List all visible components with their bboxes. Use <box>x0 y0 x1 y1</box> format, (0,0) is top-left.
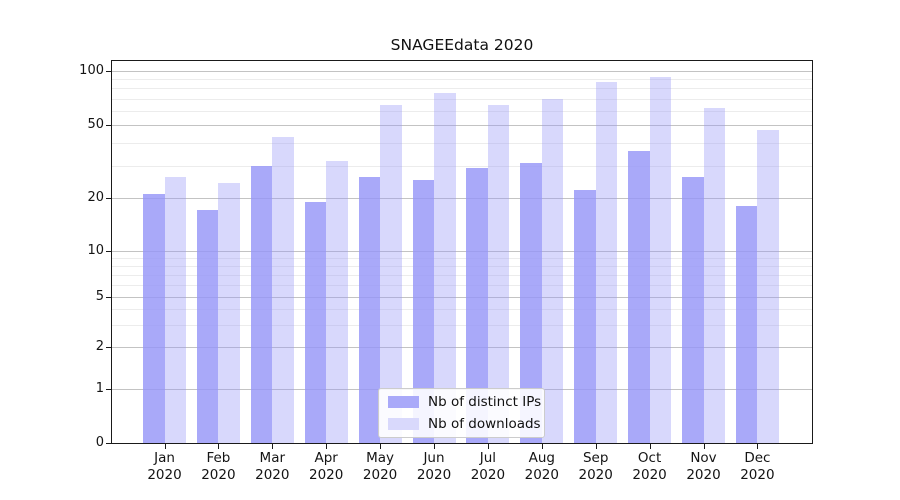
chart-title: SNAGEEdata 2020 <box>390 36 534 54</box>
x-tick-mark <box>487 444 489 449</box>
x-tick-label: Aug 2020 <box>524 450 559 483</box>
plot-area <box>111 60 813 444</box>
y-tick-label: 2 <box>95 339 104 354</box>
gridline-minor <box>112 98 812 100</box>
gridline-major <box>112 251 812 252</box>
y-tick-mark <box>106 443 112 444</box>
bar-downloads <box>164 177 186 443</box>
x-tick-label: Dec 2020 <box>740 450 775 483</box>
gridline-minor <box>112 324 812 326</box>
x-tick-mark <box>326 444 328 449</box>
legend-entry-distinct-ips: Nb of distinct IPs <box>388 393 541 412</box>
y-tick-mark <box>106 347 112 348</box>
x-tick-mark <box>434 444 435 449</box>
legend-swatch-distinct-ips <box>388 396 419 409</box>
x-tick-mark <box>703 444 705 449</box>
bar-distinct-ips <box>682 177 704 443</box>
x-tick-mark <box>649 444 651 449</box>
x-tick-label: Oct 2020 <box>632 450 667 483</box>
x-tick-mark <box>272 444 274 449</box>
gridline-minor <box>112 284 812 286</box>
bar-distinct-ips <box>304 201 327 443</box>
x-tick-mark <box>218 444 220 449</box>
bar-distinct-ips <box>412 180 434 443</box>
bar-distinct-ips <box>520 163 542 443</box>
bar-distinct-ips <box>735 206 758 443</box>
bar-distinct-ips <box>466 168 488 443</box>
bar-downloads <box>326 160 348 443</box>
bar-downloads <box>757 129 779 443</box>
y-tick-mark <box>106 389 112 390</box>
gridline-minor <box>112 110 812 112</box>
bar-distinct-ips <box>196 210 219 443</box>
bar-downloads <box>703 108 725 443</box>
x-tick-mark <box>541 444 543 449</box>
y-tick-label: 100 <box>79 63 104 78</box>
bar-downloads <box>272 137 294 443</box>
gridline-minor <box>112 274 812 276</box>
y-tick-label: 20 <box>87 190 104 205</box>
x-tick-label: May 2020 <box>362 450 398 483</box>
bar-distinct-ips <box>628 151 650 443</box>
bar-downloads <box>380 104 402 443</box>
x-tick-label: Mar 2020 <box>255 450 290 483</box>
gridline-minor <box>112 165 812 167</box>
gridline-minor <box>112 257 812 259</box>
gridline-minor <box>112 265 812 267</box>
x-tick-mark <box>595 444 597 449</box>
legend-swatch-downloads <box>388 417 419 430</box>
gridline-minor <box>112 309 812 311</box>
y-tick-label: 5 <box>95 289 104 304</box>
legend: Nb of distinct IPs Nb of downloads <box>378 388 545 438</box>
x-tick-mark <box>164 444 166 449</box>
x-tick-label: Nov 2020 <box>686 450 721 483</box>
y-tick-mark <box>106 251 112 252</box>
bar-distinct-ips <box>574 190 596 443</box>
gridline-minor <box>112 79 812 81</box>
y-tick-label: 0 <box>95 435 104 450</box>
legend-label-distinct-ips: Nb of distinct IPs <box>428 394 542 411</box>
bar-downloads <box>649 77 672 443</box>
gridline-major <box>112 71 812 72</box>
x-tick-label: Jun 2020 <box>416 450 452 483</box>
y-tick-label: 1 <box>95 381 104 396</box>
y-tick-mark <box>106 198 112 199</box>
x-tick-label: Feb 2020 <box>201 450 236 483</box>
x-tick-mark <box>757 444 759 449</box>
bar-downloads <box>434 93 456 443</box>
gridline-major <box>112 347 812 348</box>
bar-downloads <box>218 183 240 443</box>
legend-label-downloads: Nb of downloads <box>428 415 541 432</box>
gridline-major <box>112 297 812 298</box>
gridline-major <box>112 125 812 126</box>
x-tick-label: Sep 2020 <box>578 450 613 483</box>
y-tick-label: 50 <box>87 117 104 132</box>
y-tick-label: 10 <box>87 243 104 258</box>
bar-distinct-ips <box>143 194 165 443</box>
gridline-minor <box>112 142 812 144</box>
y-tick-mark <box>106 297 112 298</box>
gridline-major <box>112 198 812 199</box>
bar-distinct-ips <box>250 165 273 443</box>
legend-entry-downloads: Nb of downloads <box>388 415 541 434</box>
x-tick-label: Apr 2020 <box>309 450 344 483</box>
x-tick-label: Jan 2020 <box>147 450 182 483</box>
bar-distinct-ips <box>358 177 381 443</box>
y-tick-mark <box>106 71 112 72</box>
gridline-minor <box>112 88 812 90</box>
bar-downloads <box>487 104 510 443</box>
bar-downloads <box>541 98 564 443</box>
bar-downloads <box>595 81 618 443</box>
y-tick-mark <box>106 125 112 126</box>
x-tick-mark <box>380 444 382 449</box>
x-tick-label: Jul 2020 <box>470 450 506 483</box>
